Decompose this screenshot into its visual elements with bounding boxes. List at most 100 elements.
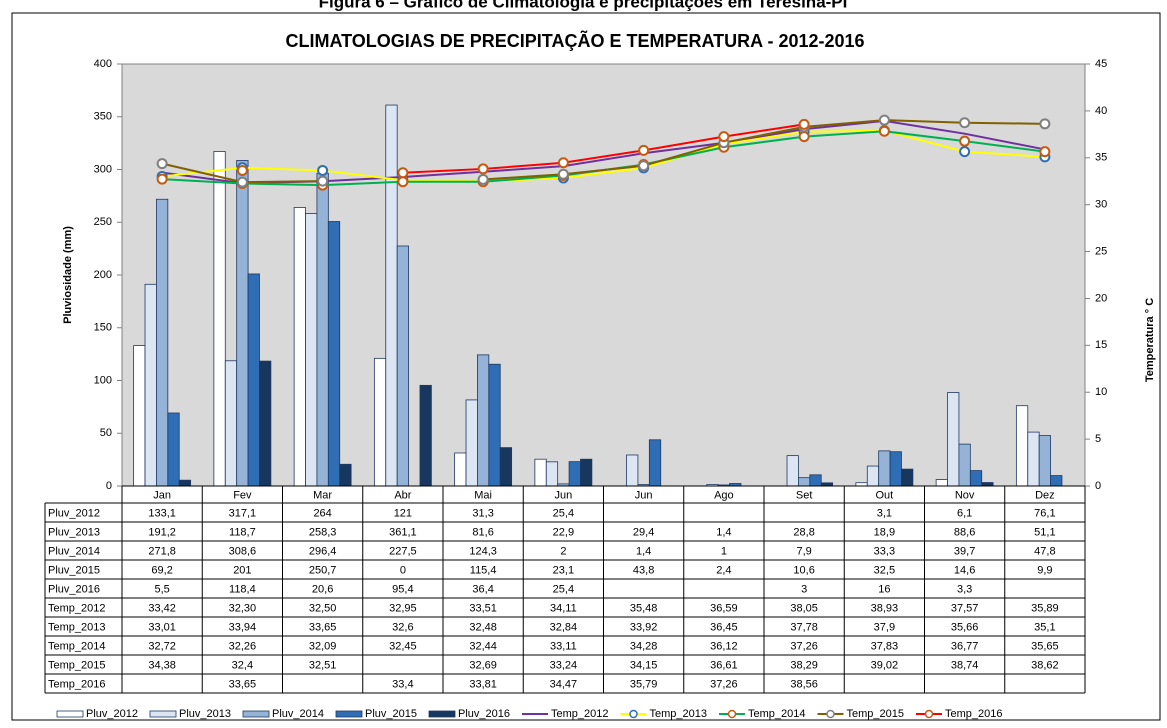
table-cell: 34,15 bbox=[630, 659, 658, 671]
bar bbox=[419, 384, 432, 487]
x-tick-label: Nov bbox=[955, 489, 975, 501]
table-cell: 25,4 bbox=[553, 507, 574, 519]
table-cell: 23,1 bbox=[553, 564, 574, 576]
x-tick-label: Mar bbox=[313, 489, 332, 501]
table-cell: 36,12 bbox=[710, 640, 738, 652]
legend-marker bbox=[727, 709, 737, 719]
table-cell: 31,3 bbox=[472, 507, 493, 519]
y2-tick-label: 25 bbox=[1095, 245, 1107, 257]
legend-swatch bbox=[335, 710, 363, 718]
legend-label: Pluv_2013 bbox=[179, 708, 231, 720]
legend-swatch bbox=[428, 710, 456, 718]
table-cell: 16 bbox=[878, 583, 890, 595]
table-cell: 2,4 bbox=[716, 564, 731, 576]
bar bbox=[648, 439, 662, 487]
table-cell: 32,48 bbox=[469, 621, 497, 633]
y2-tick-label: 15 bbox=[1095, 339, 1107, 351]
table-cell: 118,4 bbox=[229, 583, 256, 595]
y-tick-label: 50 bbox=[100, 427, 112, 439]
bar bbox=[396, 245, 409, 487]
y-axis-label: Pluviosidade (mm) bbox=[62, 226, 74, 324]
marker bbox=[798, 118, 810, 130]
bar bbox=[167, 412, 180, 487]
table-cell: 37,9 bbox=[874, 621, 895, 633]
legend-label: Pluv_2015 bbox=[365, 708, 417, 720]
bar bbox=[935, 479, 948, 487]
table-cell: 38,62 bbox=[1031, 659, 1059, 671]
table-cell: 361,1 bbox=[389, 526, 417, 538]
legend-label: Temp_2015 bbox=[847, 708, 905, 720]
legend-swatch bbox=[149, 710, 177, 718]
table-cell: 33,94 bbox=[229, 621, 257, 633]
table-cell: 9,9 bbox=[1037, 564, 1052, 576]
bar bbox=[305, 213, 318, 487]
marker bbox=[236, 176, 248, 188]
table-row-label: Temp_2012 bbox=[48, 602, 106, 614]
table-cell: 0 bbox=[400, 564, 406, 576]
table-cell: 34,28 bbox=[630, 640, 658, 652]
table-cell: 3 bbox=[801, 583, 807, 595]
table-cell: 37,83 bbox=[871, 640, 899, 652]
table-cell: 76,1 bbox=[1034, 507, 1055, 519]
table-cell: 5,5 bbox=[154, 583, 169, 595]
table-cell: 38,93 bbox=[871, 602, 899, 614]
bar bbox=[236, 160, 249, 487]
table-cell: 35,89 bbox=[1031, 602, 1059, 614]
y-tick-label: 250 bbox=[94, 216, 112, 228]
table-cell: 37,78 bbox=[790, 621, 818, 633]
table-row-label: Temp_2013 bbox=[48, 621, 106, 633]
table-cell: 36,77 bbox=[951, 640, 979, 652]
table-cell: 10,6 bbox=[793, 564, 814, 576]
table-cell: 35,48 bbox=[630, 602, 658, 614]
bar bbox=[488, 363, 501, 487]
table-row-label: Pluv_2016 bbox=[48, 583, 100, 595]
legend-label: Temp_2012 bbox=[551, 708, 609, 720]
x-tick-label: Dez bbox=[1035, 489, 1055, 501]
marker bbox=[477, 173, 489, 185]
bar bbox=[373, 357, 387, 487]
bar bbox=[454, 452, 467, 487]
legend-label: Temp_2014 bbox=[748, 708, 806, 720]
y2-tick-label: 0 bbox=[1095, 480, 1101, 492]
table-row-label: Temp_2015 bbox=[48, 659, 106, 671]
bar bbox=[947, 392, 960, 487]
marker bbox=[156, 158, 168, 170]
table-cell: 33,11 bbox=[550, 640, 577, 652]
table-cell: 38,56 bbox=[790, 678, 818, 690]
bar bbox=[247, 273, 260, 487]
table-cell: 35,65 bbox=[1031, 640, 1059, 652]
table-cell: 32,44 bbox=[469, 640, 497, 652]
table-cell: 37,57 bbox=[951, 602, 979, 614]
x-tick-label: Abr bbox=[394, 489, 411, 501]
table-cell: 6,1 bbox=[957, 507, 972, 519]
bar bbox=[327, 221, 341, 487]
bar bbox=[144, 283, 157, 487]
table-cell: 34,11 bbox=[550, 602, 577, 614]
table-cell: 32,69 bbox=[469, 659, 497, 671]
bar bbox=[786, 455, 799, 487]
legend-swatch bbox=[242, 710, 270, 718]
table-cell: 33,01 bbox=[148, 621, 176, 633]
y-tick-label: 0 bbox=[106, 480, 112, 492]
y2-tick-label: 10 bbox=[1095, 386, 1107, 398]
table-cell: 36,4 bbox=[472, 583, 493, 595]
marker bbox=[1039, 118, 1051, 130]
marker bbox=[638, 144, 650, 156]
table-cell: 118,7 bbox=[229, 526, 256, 538]
table-cell: 201 bbox=[233, 564, 251, 576]
bar bbox=[545, 461, 559, 487]
table-cell: 39,7 bbox=[954, 545, 975, 557]
table-cell: 33,4 bbox=[392, 678, 413, 690]
table-cell: 32,50 bbox=[309, 602, 337, 614]
line bbox=[162, 129, 1045, 183]
table-row-label: Pluv_2012 bbox=[48, 507, 100, 519]
table-cell: 35,79 bbox=[630, 678, 658, 690]
table-cell: 33,42 bbox=[148, 602, 176, 614]
table-cell: 32,72 bbox=[148, 640, 176, 652]
marker bbox=[959, 146, 971, 158]
table-cell: 258,3 bbox=[309, 526, 337, 538]
table-cell: 32,26 bbox=[229, 640, 257, 652]
table-cell: 33,51 bbox=[469, 602, 497, 614]
legend-label: Temp_2013 bbox=[650, 708, 708, 720]
y-tick-label: 100 bbox=[94, 374, 112, 386]
